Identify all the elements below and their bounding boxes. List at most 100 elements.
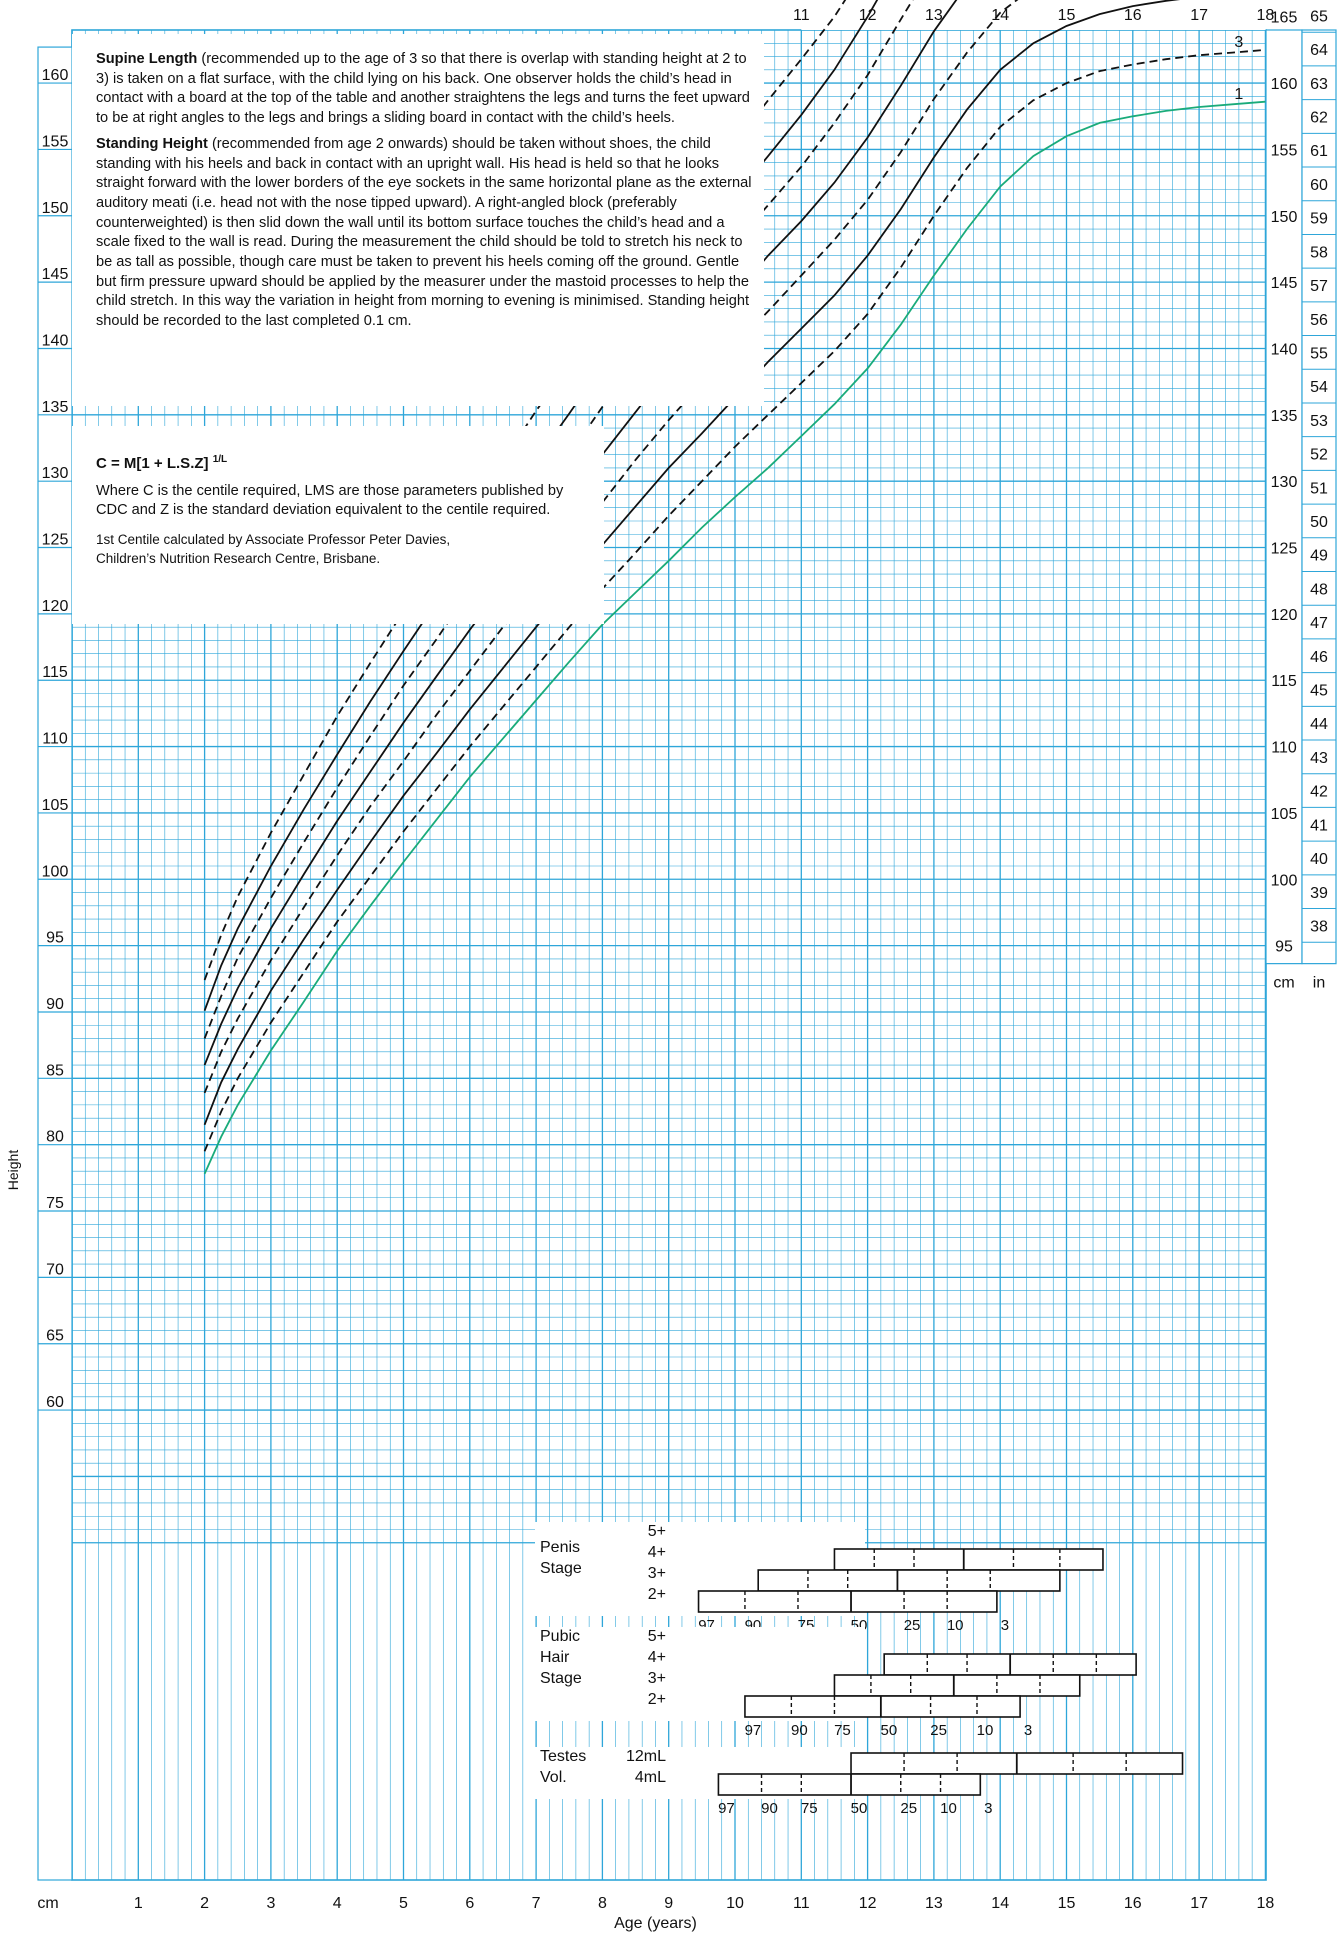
puberty-stage-label: 3+ bbox=[648, 1670, 666, 1687]
left-cm-tick-label: 105 bbox=[42, 797, 69, 814]
x-tick-label: 11 bbox=[793, 1895, 810, 1912]
puberty-centile-label: 97 bbox=[745, 1722, 762, 1739]
x-tick-label: 17 bbox=[1190, 1895, 1208, 1912]
right-inch-tick-label: 64 bbox=[1310, 42, 1328, 59]
supine-length-paragraph: Supine Length (recommended up to the age… bbox=[96, 50, 754, 129]
puberty-bar bbox=[757, 1569, 1061, 1592]
standing-height-heading: Standing Height bbox=[96, 135, 208, 152]
centile-label-3: 3 bbox=[1234, 34, 1243, 51]
left-cm-tick-label: 135 bbox=[42, 399, 69, 416]
puberty-stage-label: 5+ bbox=[648, 1628, 666, 1645]
right-inch-tick-label: 42 bbox=[1310, 784, 1328, 801]
supine-length-heading: Supine Length bbox=[96, 51, 198, 67]
top-x-tick-label: 15 bbox=[1058, 7, 1076, 24]
left-cm-tick-label: 155 bbox=[42, 133, 69, 150]
right-inch-tick-label: 58 bbox=[1310, 244, 1328, 261]
left-cm-tick-label: 60 bbox=[46, 1394, 64, 1411]
right-inch-tick-label: 61 bbox=[1310, 143, 1328, 160]
first-centile-credit-line-1: 1st Centile calculated by Associate Prof… bbox=[96, 532, 451, 548]
puberty-stage-label: 4+ bbox=[648, 1544, 666, 1561]
right-inch-tick-label: 54 bbox=[1310, 379, 1328, 396]
standing-height-text: (recommended from age 2 onwards) should … bbox=[96, 135, 752, 330]
left-cm-tick-label: 160 bbox=[42, 67, 69, 84]
first-centile-credit-line-2: Children’s Nutrition Research Centre, Br… bbox=[96, 550, 381, 566]
puberty-group-title: Penis bbox=[540, 1539, 580, 1556]
right-inch-tick-label: 47 bbox=[1310, 615, 1328, 632]
top-x-tick-label: 18 bbox=[1257, 7, 1275, 24]
right-cm-tick-label: 115 bbox=[1271, 673, 1297, 690]
left-cm-tick-label: 85 bbox=[46, 1062, 64, 1079]
right-inch-tick-label: 39 bbox=[1310, 885, 1328, 902]
formula-description: Where C is the centile required, LMS are… bbox=[96, 482, 564, 519]
centile-curve-25 bbox=[203, 0, 1019, 1094]
x-tick-label: 16 bbox=[1124, 1895, 1142, 1912]
right-cm-frame bbox=[1265, 29, 1303, 965]
left-cm-tick-label: 130 bbox=[42, 465, 69, 482]
left-cm-tick-label: 100 bbox=[42, 863, 69, 880]
right-inch-tick-label: 53 bbox=[1310, 413, 1328, 430]
puberty-stage-label: 4mL bbox=[635, 1769, 666, 1786]
left-cm-tick-label: 80 bbox=[46, 1129, 64, 1146]
top-x-tick-label: 11 bbox=[793, 7, 810, 24]
formula-text: C = M[1 + L.S.Z] bbox=[96, 455, 213, 472]
x-tick-label: 4 bbox=[333, 1895, 342, 1912]
right-inch-tick-label: 65 bbox=[1310, 8, 1328, 25]
puberty-centile-label: 25 bbox=[904, 1617, 921, 1634]
right-inch-tick-label: 41 bbox=[1310, 817, 1328, 834]
puberty-group-title: Stage bbox=[540, 1560, 582, 1577]
upper-grid-background bbox=[801, 12, 1266, 30]
right-inch-tick-label: 52 bbox=[1310, 447, 1328, 464]
puberty-group-title: Testes bbox=[540, 1748, 586, 1765]
centile-curve-3 bbox=[203, 49, 1266, 1152]
y-axis-title: Height bbox=[5, 1150, 21, 1191]
left-cm-tick-label: 140 bbox=[42, 332, 69, 349]
right-cm-tick-label: 110 bbox=[1271, 740, 1297, 757]
puberty-centile-label: 25 bbox=[930, 1722, 947, 1739]
lms-formula: C = M[1 + L.S.Z] 1/L bbox=[96, 450, 590, 474]
right-cm-tick-label: 100 bbox=[1271, 872, 1298, 889]
right-inch-tick-label: 40 bbox=[1310, 851, 1328, 868]
puberty-group-title: Pubic bbox=[540, 1628, 580, 1645]
top-x-tick-label: 13 bbox=[925, 7, 943, 24]
puberty-centile-label: 3 bbox=[1001, 1617, 1009, 1634]
puberty-centile-label: 97 bbox=[718, 1800, 735, 1817]
centile-curve-1 bbox=[203, 100, 1266, 1175]
puberty-centile-label: 75 bbox=[834, 1722, 851, 1739]
puberty-centile-label: 10 bbox=[947, 1617, 964, 1634]
x-tick-label: 15 bbox=[1058, 1895, 1076, 1912]
left-cm-tick-label: 65 bbox=[46, 1328, 64, 1345]
right-inch-tick-label: 59 bbox=[1310, 211, 1328, 228]
left-unit-label: cm bbox=[37, 1895, 58, 1912]
formula-exponent: 1/L bbox=[212, 454, 228, 465]
puberty-charts: Penis Stage 5+ 4+ 3+ 2+ 97 90 75 50 25 10 3 Pubic Hair… bbox=[535, 1522, 1184, 1817]
puberty-stage-label: 4+ bbox=[648, 1649, 666, 1666]
right-inch-tick-label: 63 bbox=[1310, 76, 1328, 93]
x-tick-label: 14 bbox=[991, 1895, 1009, 1912]
top-x-tick-label: 17 bbox=[1190, 7, 1208, 24]
right-cm-tick-label: 150 bbox=[1271, 209, 1298, 226]
puberty-group: Testes Vol. 12mL 4mL 97 90 75 50 25 10 3 bbox=[535, 1747, 1184, 1817]
puberty-centile-label: 3 bbox=[1024, 1722, 1032, 1739]
right-cm-tick-label: 145 bbox=[1271, 275, 1298, 292]
right-inch-tick-label: 57 bbox=[1310, 278, 1328, 295]
right-inch-tick-label: 56 bbox=[1310, 312, 1328, 329]
left-cm-tick-label: 70 bbox=[46, 1261, 64, 1278]
x-tick-label: 7 bbox=[532, 1895, 541, 1912]
puberty-centile-label: 50 bbox=[881, 1722, 898, 1739]
right-cm-tick-label: 140 bbox=[1271, 341, 1298, 358]
right-cm-tick-label: 135 bbox=[1271, 408, 1298, 425]
centile-label-1: 1 bbox=[1234, 86, 1243, 103]
x-tick-label: 6 bbox=[465, 1895, 474, 1912]
top-x-tick-label: 14 bbox=[991, 7, 1009, 24]
right-inch-tick-label: 44 bbox=[1310, 716, 1328, 733]
puberty-centile-label: 10 bbox=[977, 1722, 994, 1739]
puberty-centile-label: 90 bbox=[761, 1800, 778, 1817]
puberty-centile-label: 10 bbox=[940, 1800, 957, 1817]
centile-curve-10 bbox=[203, 0, 1181, 1126]
right-inch-tick-label: 48 bbox=[1310, 581, 1328, 598]
puberty-stage-label: 2+ bbox=[648, 1691, 666, 1708]
supine-length-text: (recommended up to the age of 3 so that … bbox=[96, 51, 750, 127]
top-x-tick-label: 16 bbox=[1124, 7, 1142, 24]
x-tick-label: 3 bbox=[266, 1895, 275, 1912]
